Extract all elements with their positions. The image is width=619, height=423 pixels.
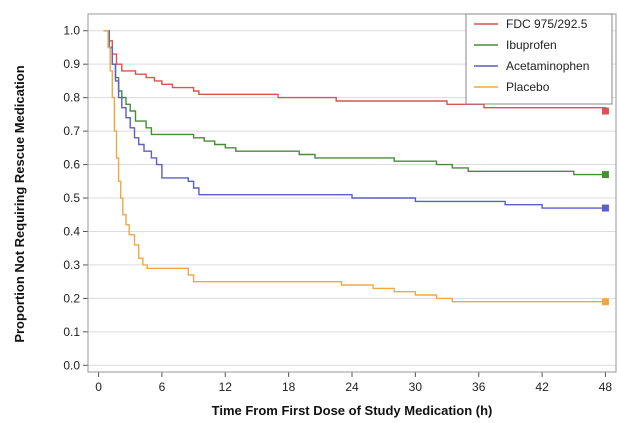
x-tick-label: 36	[472, 380, 486, 394]
x-tick-label: 30	[409, 380, 423, 394]
series-line-3	[103, 30, 606, 303]
y-tick-label: 0.7	[63, 124, 80, 138]
series-end-marker-1	[601, 171, 609, 179]
legend-label: Ibuprofen	[506, 38, 557, 52]
y-tick-label: 0.1	[63, 325, 80, 339]
x-tick-label: 18	[282, 380, 296, 394]
series-line-2	[103, 30, 606, 209]
x-tick-label: 48	[599, 380, 613, 394]
series-line-0	[103, 30, 607, 111]
legend-label: Placebo	[506, 80, 550, 94]
y-tick-label: 0.4	[63, 224, 80, 238]
y-tick-label: 0.2	[63, 291, 80, 305]
legend: FDC 975/292.5 Ibuprofen Acetaminophen Place…	[465, 13, 613, 105]
x-tick-label: 6	[159, 380, 166, 394]
legend-label: FDC 975/292.5	[506, 17, 588, 31]
y-tick-label: 0.5	[63, 191, 80, 205]
x-tick-label: 12	[219, 380, 233, 394]
legend-label: Acetaminophen	[506, 59, 589, 73]
y-tick-label: 0.3	[63, 258, 80, 272]
x-tick-label: 42	[535, 380, 549, 394]
y-tick-label: 0.9	[63, 57, 80, 71]
x-axis-title: Time From First Dose of Study Medication…	[212, 403, 493, 418]
y-axis-title: Proportion Not Requiring Rescue Medicati…	[12, 65, 27, 342]
x-tick-label: 0	[95, 380, 102, 394]
series-group	[103, 30, 609, 306]
axes: 0.0 0.1 0.2 0.3 0.4 0.5 0.6 0.7 0.8 0.9 1.0 0 6 12 18 2…	[63, 13, 617, 394]
y-tick-label: 0.6	[63, 158, 80, 172]
x-tick-label: 24	[345, 380, 359, 394]
plot-frame	[87, 13, 617, 373]
series-end-marker-3	[601, 298, 609, 306]
y-tick-label: 0.0	[63, 358, 80, 372]
y-tick-label: 0.8	[63, 91, 80, 105]
series-end-marker-2	[601, 204, 609, 212]
series-end-marker-0	[601, 107, 609, 115]
y-tick-label: 1.0	[63, 24, 80, 38]
legend-box	[465, 13, 613, 105]
